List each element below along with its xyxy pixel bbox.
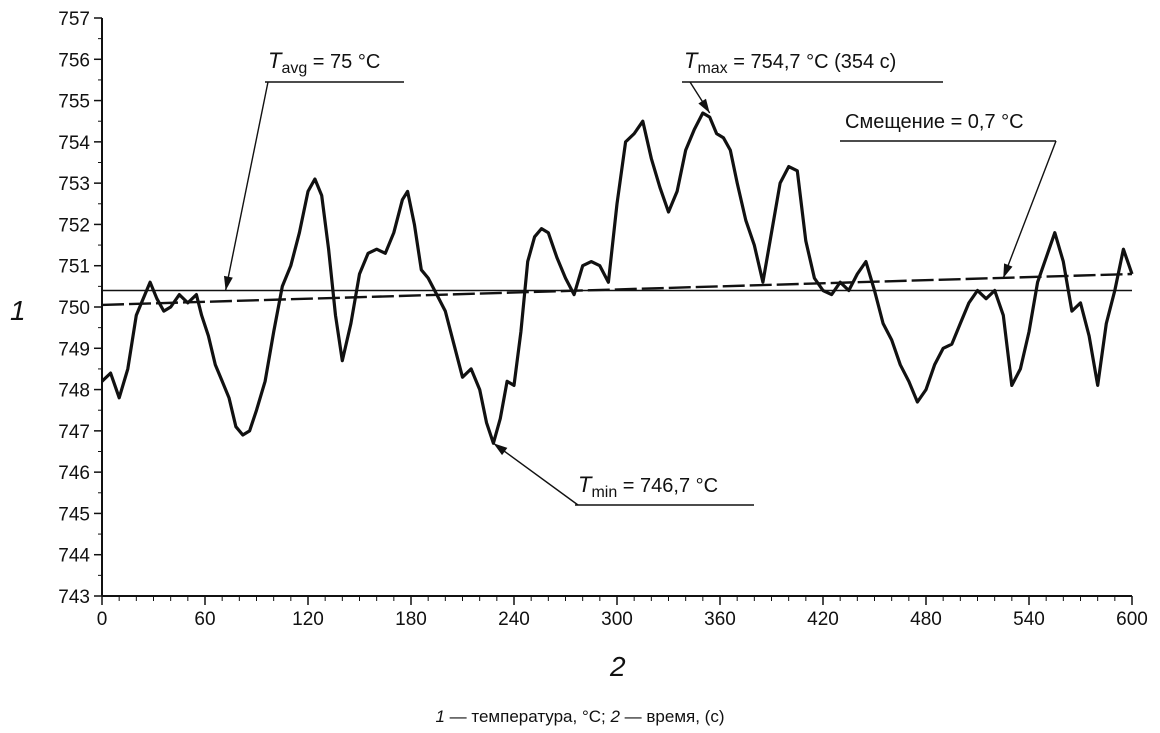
annotation-leader-line: [226, 82, 268, 290]
x-tick-label: 300: [601, 609, 633, 630]
y-tick-label: 752: [58, 215, 90, 236]
annotation-arrowhead: [1003, 263, 1012, 278]
x-tick-label: 600: [1116, 609, 1148, 630]
x-tick-label: 360: [704, 609, 736, 630]
x-tick-label: 120: [292, 609, 324, 630]
x-tick-label: 60: [194, 609, 215, 630]
y-tick-label: 747: [58, 422, 90, 443]
x-tick-label: 540: [1013, 609, 1045, 630]
annotation-leader-line: [493, 443, 578, 505]
y-tick-label: 755: [58, 92, 90, 113]
y-axis-ticks: 743 744 745 746 747 748 749 750 751 752 753 754 755 7…: [58, 9, 102, 608]
y-tick-label: 746: [58, 463, 90, 484]
y-tick-label: 745: [58, 504, 90, 525]
y-tick-label: 748: [58, 381, 90, 402]
x-tick-label: 420: [807, 609, 839, 630]
x-tick-label: 240: [498, 609, 530, 630]
annotation-offset-label: Смещение = 0,7 °C: [845, 111, 1024, 133]
annotation-t-min-label: Tmin = 746,7 °C: [578, 472, 718, 501]
axes: [102, 18, 1132, 596]
annotation-t-avg-label: Tavg = 75 °C: [268, 48, 380, 77]
y-tick-label: 751: [58, 257, 90, 278]
annotations: Tavg = 75 °C Tmax = 754,7 °C (354 с) Сме…: [224, 48, 1056, 505]
y-tick-label: 749: [58, 339, 90, 360]
annotation-arrowhead: [493, 443, 507, 455]
y-tick-label: 754: [58, 133, 90, 154]
y-tick-label: 744: [58, 546, 90, 567]
y-tick-label: 753: [58, 174, 90, 195]
x-tick-label: 0: [97, 609, 108, 630]
annotation-arrowhead: [698, 99, 709, 113]
series-group: [102, 113, 1132, 443]
figure-caption: 1 — температура, °C; 2 — время, (с): [435, 707, 724, 726]
annotation-leader-line: [1003, 141, 1056, 278]
annotation-arrowhead: [224, 276, 233, 291]
y-axis-title: 1: [10, 295, 26, 326]
y-tick-label: 750: [58, 298, 90, 319]
x-tick-label: 180: [395, 609, 427, 630]
y-tick-label: 743: [58, 587, 90, 608]
x-tick-label: 480: [910, 609, 942, 630]
y-tick-label: 756: [58, 50, 90, 71]
x-axis-title: 2: [609, 651, 626, 682]
y-tick-label: 757: [58, 9, 90, 30]
x-axis-ticks: 0 60 120 180 240 300 360 420 480 540 600: [97, 596, 1148, 630]
annotation-t-max-label: Tmax = 754,7 °C (354 с): [684, 48, 896, 77]
